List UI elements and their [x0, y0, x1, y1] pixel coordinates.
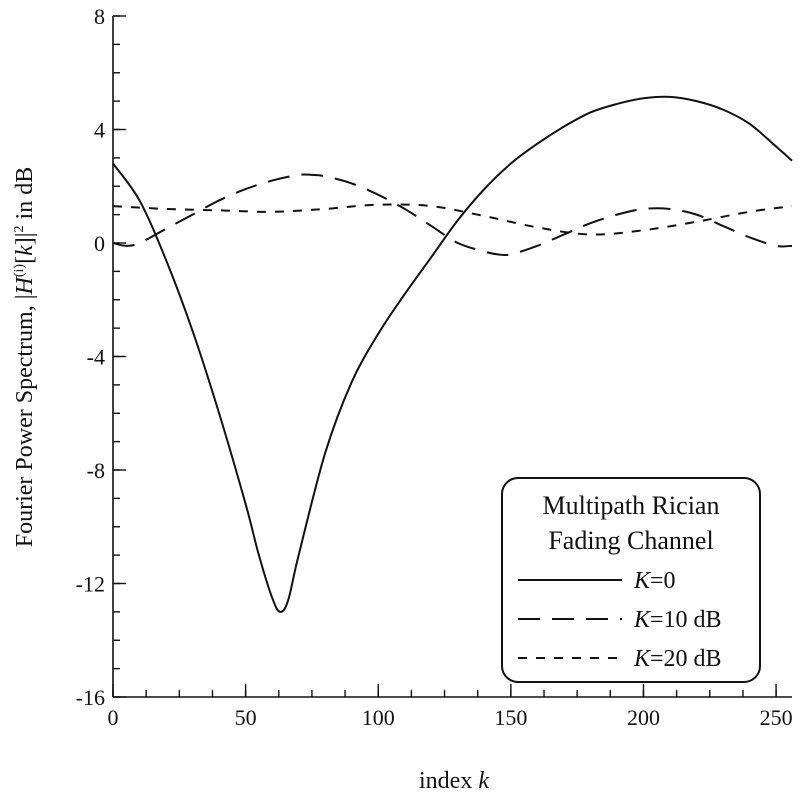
series-line-1	[112, 173, 793, 257]
series-line-0	[112, 95, 793, 613]
x-axis-title: index k	[419, 768, 489, 794]
x-tick-label: 250	[760, 705, 793, 730]
y-tick-label: -12	[76, 572, 105, 597]
legend-box	[501, 477, 761, 683]
legend-label-k20: K=20 dB	[633, 646, 722, 672]
x-tick-label: 50	[235, 705, 257, 730]
x-tick-label: 100	[362, 705, 395, 730]
series-line-2	[112, 203, 793, 236]
y-tick-label: 0	[94, 231, 105, 256]
y-tick-label: -8	[87, 458, 105, 483]
x-tick-label: 200	[627, 705, 660, 730]
x-tick-label: 150	[494, 705, 527, 730]
legend-title-line1: Multipath Rician	[543, 491, 720, 520]
series-layer	[112, 95, 793, 613]
legend-label-k0: K=0	[633, 568, 676, 594]
y-axis-title: Fourier Power Spectrum, |H(i)[k]|2 in dB	[12, 167, 38, 547]
legend-title-line2: Fading Channel	[548, 526, 713, 555]
legend: Multipath Rician Fading Channel K=0 K=10…	[501, 477, 761, 683]
x-tick-label: 0	[108, 705, 119, 730]
y-tick-label: -4	[87, 345, 105, 370]
axes: 0 50 100 150 200 250 -16 -12 -8 -4 0 4 8	[76, 4, 793, 730]
legend-label-k10: K=10 dB	[633, 607, 722, 633]
y-tick-label: -16	[76, 685, 105, 710]
y-tick-label: 8	[94, 4, 105, 29]
y-tick-label: 4	[94, 118, 105, 143]
